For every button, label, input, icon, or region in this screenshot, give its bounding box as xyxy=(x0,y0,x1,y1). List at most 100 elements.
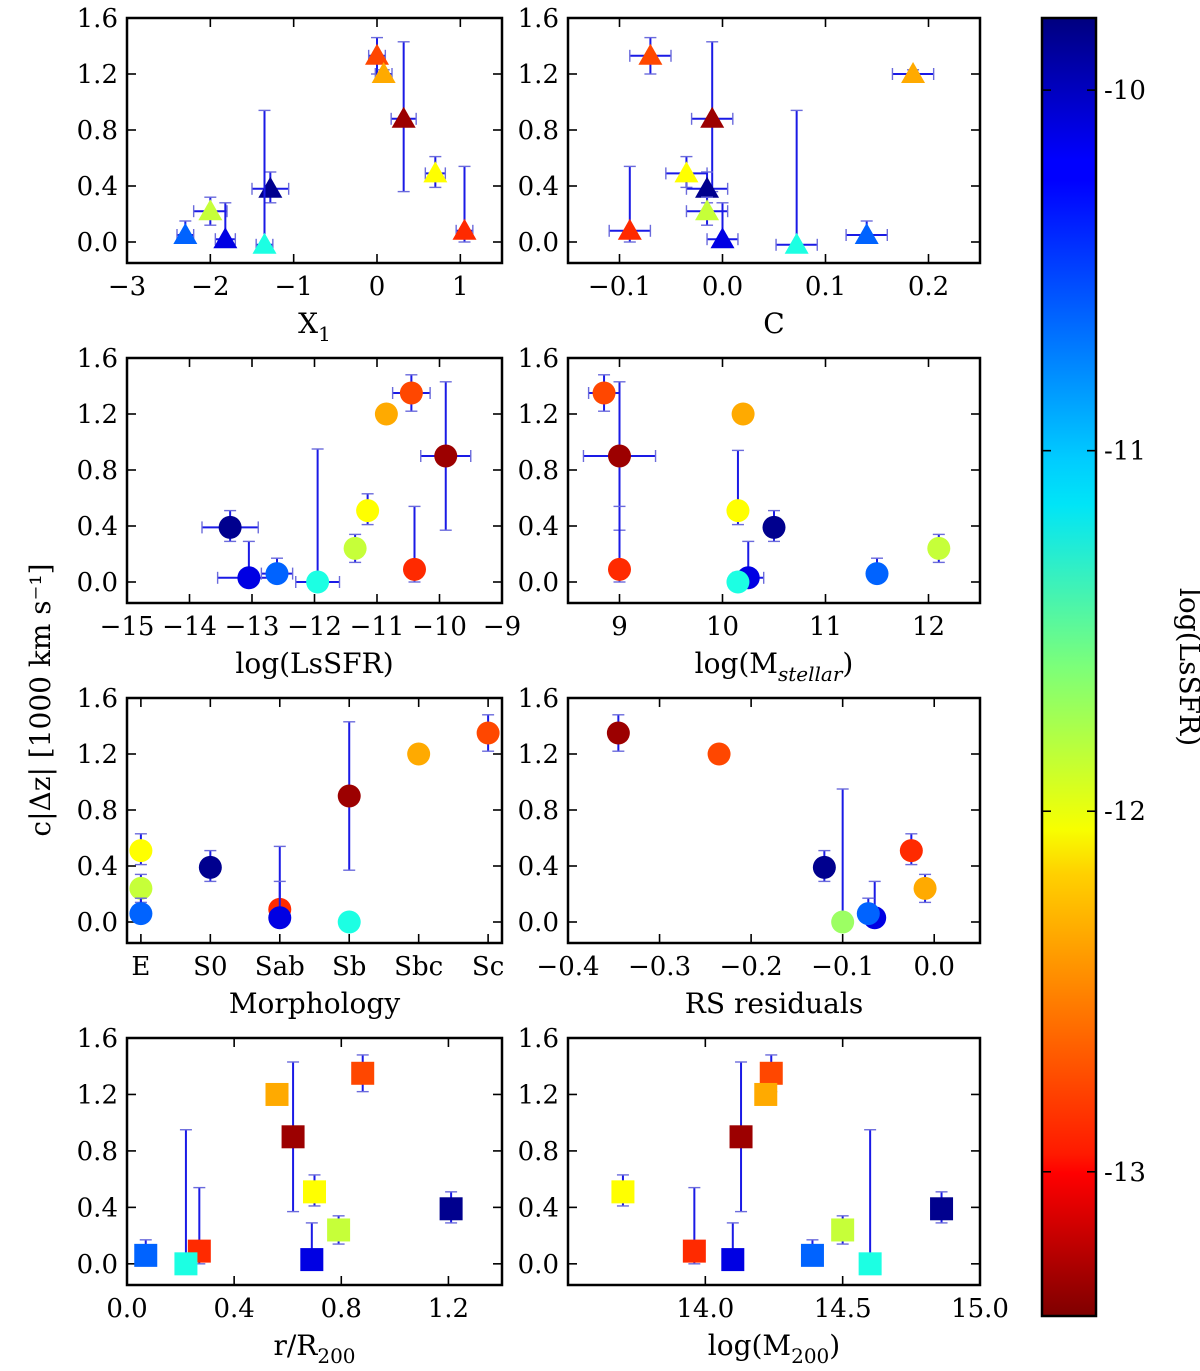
x-axis-label-m200: log(M200) xyxy=(708,1329,840,1368)
data-point xyxy=(706,202,739,249)
circle-marker xyxy=(476,721,500,745)
square-marker xyxy=(174,1252,198,1276)
data-point xyxy=(775,109,818,254)
x-tick-label: 0.0 xyxy=(106,1294,147,1324)
axes-frame xyxy=(125,1036,504,1287)
circle-marker xyxy=(913,876,937,900)
square-marker xyxy=(327,1218,351,1242)
y-tick-label: 0.4 xyxy=(77,852,118,882)
data-point xyxy=(407,742,431,766)
circle-marker xyxy=(198,855,222,879)
panel-x1: 0.0 0.4 0.8 1.2 1.6 −3 −2 −1 0 1 X1 xyxy=(77,4,504,346)
triangle-marker xyxy=(700,106,725,128)
y-tick-label: 1.6 xyxy=(77,4,118,34)
square-marker xyxy=(265,1082,289,1106)
x-tick-label: 0.2 xyxy=(908,272,949,302)
data-point xyxy=(129,897,153,926)
circle-marker xyxy=(218,515,242,539)
circle-marker xyxy=(434,444,458,468)
data-point xyxy=(356,493,380,526)
x-tick-label: −0.3 xyxy=(628,952,691,982)
y-tick-label: 0.8 xyxy=(77,456,118,486)
data-point xyxy=(858,1129,882,1276)
circle-marker xyxy=(399,381,423,405)
triangle-marker xyxy=(710,227,735,249)
x-tick-label: 0.0 xyxy=(914,952,955,982)
y-tick-label: 1.6 xyxy=(518,4,559,34)
circle-marker xyxy=(865,562,889,586)
y-tick-label: 0.4 xyxy=(518,172,559,202)
x-tick-label: 9 xyxy=(611,612,628,642)
y-tick-label: 1.6 xyxy=(77,684,118,714)
square-marker xyxy=(831,1218,855,1242)
panel-lssfr: 0.0 0.4 0.8 1.2 1.6 −15 −14 −13 −12 −11 −10 −9 log(L… xyxy=(77,344,522,680)
y-tick-label: 0.8 xyxy=(518,796,559,826)
square-marker xyxy=(858,1252,882,1276)
data-point xyxy=(300,1222,324,1272)
panel-rs: 0.0 0.4 0.8 1.2 1.6 −0.4 −0.3 −0.2 −0.1 0.0 RS res… xyxy=(518,684,982,1020)
circle-marker xyxy=(726,499,750,523)
triangle-marker xyxy=(674,161,699,183)
y-tick-label: 1.2 xyxy=(518,740,559,770)
axes-frame xyxy=(566,16,982,265)
x-tick-label: 0.8 xyxy=(321,1294,362,1324)
x-tick-label: 0.0 xyxy=(702,272,743,302)
panel-c: 0.0 0.4 0.8 1.2 1.6 −0.1 0.0 0.1 0.2 C xyxy=(518,4,982,340)
y-tick-label: 0.0 xyxy=(77,908,118,938)
data-point xyxy=(420,381,472,531)
y-tick-label: 0.8 xyxy=(77,116,118,146)
colorbar-tick-label: -12 xyxy=(1104,797,1146,827)
data-point xyxy=(812,849,836,883)
x-tick-label: 0.1 xyxy=(805,272,846,302)
data-point xyxy=(899,833,923,866)
y-tick-label: 0.0 xyxy=(518,228,559,258)
y-tick-label: 1.2 xyxy=(518,1080,559,1110)
axes-frame xyxy=(125,356,504,605)
panel-mstellar: 0.0 0.4 0.8 1.2 1.6 9 10 11 12 log(Mstellar) xyxy=(518,344,982,686)
square-marker xyxy=(754,1082,778,1106)
data-point xyxy=(423,155,448,189)
data-point xyxy=(252,109,277,254)
y-tick-label: 0.8 xyxy=(518,1137,559,1167)
x-tick-label: −3 xyxy=(108,272,146,302)
x-tick-label: −13 xyxy=(225,612,280,642)
y-tick-label: 0.4 xyxy=(77,1193,118,1223)
data-point xyxy=(251,171,290,204)
circle-marker xyxy=(831,910,855,934)
y-tick-label: 0.0 xyxy=(77,228,118,258)
triangle-marker xyxy=(371,62,396,83)
data-point xyxy=(390,41,417,193)
data-point xyxy=(762,509,786,543)
circle-marker xyxy=(265,562,289,586)
data-point xyxy=(173,220,198,244)
y-tick-label: 0.8 xyxy=(77,1137,118,1167)
y-tick-label: 0.4 xyxy=(518,1193,559,1223)
triangle-marker xyxy=(695,199,720,221)
data-point xyxy=(198,849,222,883)
data-point xyxy=(343,533,367,564)
x-tick-label: 10 xyxy=(706,612,739,642)
triangle-marker xyxy=(452,218,477,240)
data-point xyxy=(439,1191,463,1224)
axes-frame xyxy=(125,16,504,265)
x-tick-label: 11 xyxy=(809,612,842,642)
axes-frame xyxy=(125,696,504,945)
data-point xyxy=(731,402,755,426)
data-point xyxy=(721,1222,745,1272)
circle-marker xyxy=(856,902,880,926)
data-point xyxy=(295,448,341,594)
data-point xyxy=(608,505,631,583)
data-point xyxy=(268,880,292,930)
panel-r200: 0.0 0.4 0.8 1.2 1.6 0.0 0.4 0.8 1.2 r/R200 xyxy=(77,1024,504,1368)
x-tick-label: S0 xyxy=(193,952,227,982)
y-tick-label: 1.2 xyxy=(77,400,118,430)
data-point xyxy=(213,202,238,249)
x-tick-label: 14.5 xyxy=(814,1294,872,1324)
x-tick-label: −9 xyxy=(483,612,521,642)
data-point xyxy=(351,1054,375,1093)
data-point xyxy=(629,36,672,75)
data-point xyxy=(913,873,937,904)
x-tick-label: E xyxy=(131,952,150,982)
y-tick-label: 1.6 xyxy=(518,344,559,374)
